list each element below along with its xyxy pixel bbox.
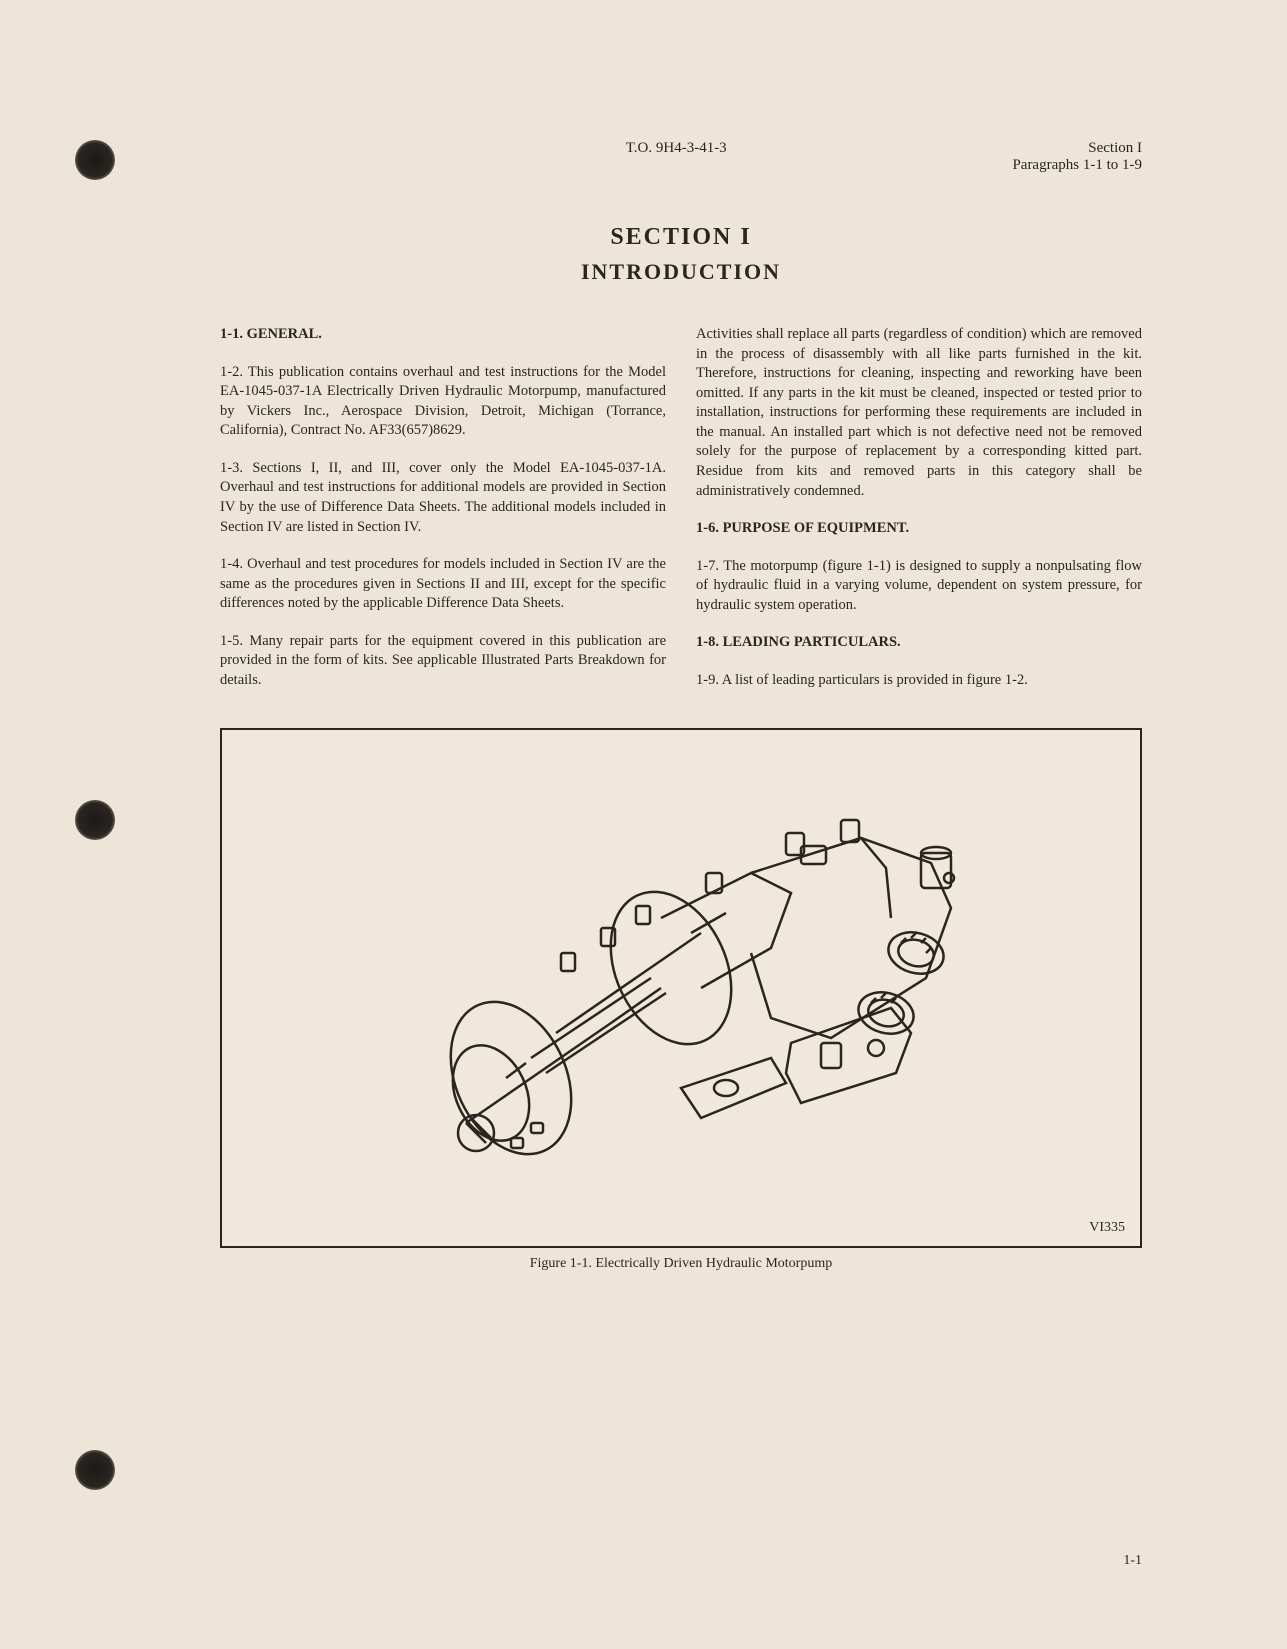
heading-1-6: 1-6. PURPOSE OF EQUIPMENT.	[696, 519, 1142, 539]
paragraph-1-2: 1-2. This publication contains overhaul …	[220, 363, 666, 441]
figure-caption: Figure 1-1. Electrically Driven Hydrauli…	[220, 1256, 1142, 1272]
section-reference: Section I Paragraphs 1-1 to 1-9	[1012, 140, 1142, 174]
motorpump-illustration	[331, 778, 1031, 1198]
two-column-layout: 1-1. GENERAL. 1-2. This publication cont…	[220, 325, 1142, 708]
page-header: T.O. 9H4-3-41-3 Section I Paragraphs 1-1…	[220, 140, 1142, 174]
paragraph-1-4: 1-4. Overhaul and test procedures for mo…	[220, 555, 666, 614]
paragraph-1-7: 1-7. The motorpump (figure 1-1) is desig…	[696, 557, 1142, 616]
section-title: SECTION I	[220, 224, 1142, 251]
binder-hole	[75, 140, 115, 180]
paragraphs-label: Paragraphs 1-1 to 1-9	[1012, 157, 1142, 174]
figure-label: VI335	[1089, 1220, 1125, 1236]
paragraph-1-5: 1-5. Many repair parts for the equipment…	[220, 632, 666, 691]
to-number: T.O. 9H4-3-41-3	[220, 140, 1012, 174]
page-number: 1-1	[1123, 1553, 1142, 1569]
binder-hole	[75, 1450, 115, 1490]
paragraph-continuation: Activities shall replace all parts (rega…	[696, 325, 1142, 501]
figure-1-1-box: VI335	[220, 728, 1142, 1248]
section-subtitle: INTRODUCTION	[220, 259, 1142, 285]
heading-1-1: 1-1. GENERAL.	[220, 325, 666, 345]
paragraph-1-3: 1-3. Sections I, II, and III, cover only…	[220, 459, 666, 537]
right-column: Activities shall replace all parts (rega…	[696, 325, 1142, 708]
left-column: 1-1. GENERAL. 1-2. This publication cont…	[220, 325, 666, 708]
binder-hole	[75, 800, 115, 840]
paragraph-1-9: 1-9. A list of leading particulars is pr…	[696, 671, 1142, 691]
section-label: Section I	[1012, 140, 1142, 157]
heading-1-8: 1-8. LEADING PARTICULARS.	[696, 633, 1142, 653]
